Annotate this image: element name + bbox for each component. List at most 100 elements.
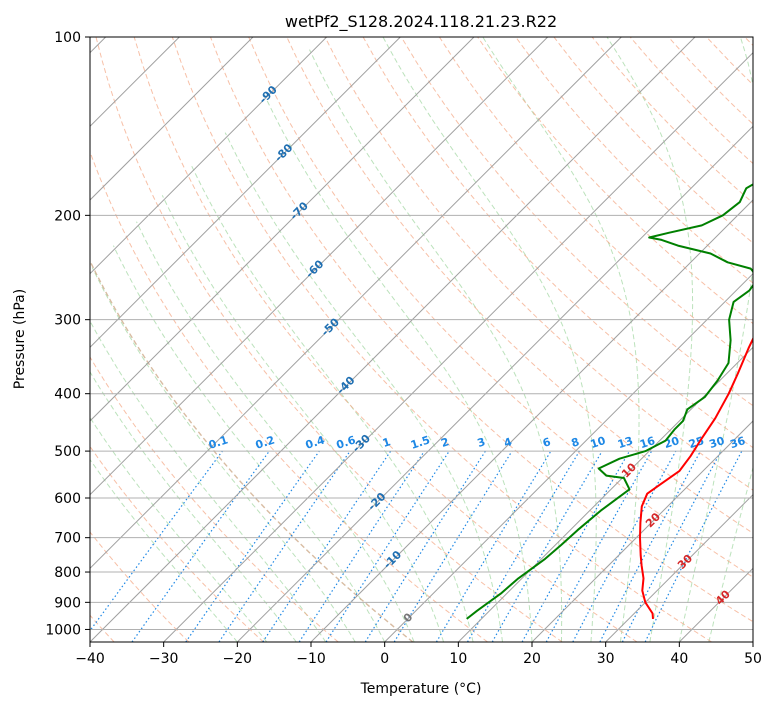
x-tick-label: 10 bbox=[449, 651, 467, 667]
y-tick-label: 600 bbox=[54, 491, 81, 507]
y-tick-label: 1000 bbox=[45, 622, 81, 638]
dry-adiabat bbox=[95, 37, 563, 642]
mixing-ratio-label: 0.6 bbox=[335, 433, 358, 451]
dry-adiabat bbox=[515, 37, 753, 284]
mixing-ratio-label: 0.2 bbox=[254, 433, 277, 451]
mixing-ratio-label: 3 bbox=[476, 435, 487, 450]
y-tick-label: 300 bbox=[54, 313, 81, 329]
isotherm bbox=[90, 37, 696, 642]
y-tick-label: 800 bbox=[54, 565, 81, 581]
dry-adiabat bbox=[438, 37, 753, 366]
dry-adiabat bbox=[133, 37, 638, 642]
mixing-ratio-label: 13 bbox=[616, 434, 635, 451]
mixing-ratio-line bbox=[185, 450, 320, 642]
x-tick-label: 40 bbox=[670, 651, 688, 667]
moist-adiabat bbox=[191, 165, 474, 642]
pressure-gridlines bbox=[90, 37, 753, 630]
isotherm bbox=[90, 37, 401, 349]
mixing-ratio-lines bbox=[90, 450, 743, 642]
mixing-ratio-line bbox=[572, 450, 677, 642]
x-tick-label: −40 bbox=[75, 651, 105, 667]
isotherm bbox=[310, 199, 753, 642]
sounding-series bbox=[466, 183, 753, 620]
isotherm bbox=[163, 51, 753, 642]
moist-adiabat bbox=[482, 37, 640, 642]
x-axis: −40 −30 −20 −10 0 10 20 30 40 50 bbox=[75, 642, 762, 667]
isotherm bbox=[90, 37, 254, 201]
x-tick-label: 50 bbox=[744, 651, 762, 667]
y-axis-title: Pressure (hPa) bbox=[12, 289, 28, 389]
x-tick-label: −30 bbox=[149, 651, 179, 667]
mixing-ratio-label: 1.5 bbox=[409, 433, 432, 451]
moist-adiabat bbox=[382, 37, 597, 642]
x-tick-label: 30 bbox=[597, 651, 615, 667]
chart-title: wetPf2_S128.2024.118.21.23.R22 bbox=[285, 12, 557, 32]
moist-adiabat bbox=[90, 320, 327, 642]
mixing-ratio-label: 6 bbox=[541, 435, 553, 450]
mixing-ratio-line bbox=[644, 450, 743, 642]
moist-adiabat bbox=[112, 245, 386, 642]
moist-adiabat bbox=[309, 49, 563, 642]
mixing-ratio-label: 36 bbox=[728, 434, 747, 451]
isotherm bbox=[531, 420, 753, 642]
temperature-line bbox=[639, 336, 753, 619]
dry-adiabat bbox=[90, 356, 339, 642]
moist-adiabat bbox=[263, 94, 533, 642]
moist-adiabat bbox=[90, 416, 268, 642]
mixing-ratio-line bbox=[545, 450, 653, 642]
dry-adiabat bbox=[400, 37, 753, 407]
mixing-ratio-line bbox=[393, 450, 513, 642]
isotherm bbox=[236, 125, 753, 642]
isotherms bbox=[90, 37, 753, 642]
plot-frame bbox=[89, 36, 754, 643]
y-tick-label: 900 bbox=[54, 595, 81, 611]
moist-adiabat bbox=[606, 37, 694, 642]
mixing-ratio-line bbox=[218, 450, 351, 642]
y-tick-label: 100 bbox=[54, 30, 81, 46]
isotherm bbox=[90, 37, 622, 570]
isotherm bbox=[90, 37, 475, 422]
x-tick-label: −20 bbox=[223, 651, 253, 667]
y-tick-label: 400 bbox=[54, 387, 81, 403]
y-tick-label: 200 bbox=[54, 208, 81, 224]
mixing-ratio-label: 30 bbox=[708, 434, 727, 451]
mixing-ratio-label: 0.4 bbox=[304, 433, 327, 451]
x-tick-label: −10 bbox=[296, 651, 326, 667]
isotherm bbox=[457, 346, 753, 642]
mixing-ratio-label: 1 bbox=[381, 435, 392, 450]
isotherm bbox=[90, 37, 549, 496]
mixing-ratio-line bbox=[131, 450, 270, 642]
moist-adiabats bbox=[90, 37, 753, 642]
dewpoint-line bbox=[466, 183, 753, 620]
moist-adiabat bbox=[90, 458, 238, 642]
isotherm bbox=[605, 493, 753, 642]
mixing-ratio-line bbox=[298, 450, 425, 642]
dry-adiabat bbox=[324, 37, 753, 491]
dry-adiabat bbox=[171, 37, 712, 642]
mixing-ratio-label: 10 bbox=[589, 434, 608, 451]
mixing-ratio-line bbox=[90, 450, 223, 632]
isotherm bbox=[90, 37, 328, 275]
dry-adiabat bbox=[90, 150, 488, 642]
mixing-ratio-label: 8 bbox=[570, 435, 581, 450]
y-tick-label: 700 bbox=[54, 531, 81, 547]
dry-adiabat bbox=[90, 531, 190, 642]
mixing-ratio-line bbox=[521, 450, 631, 642]
moist-adiabat bbox=[136, 221, 415, 642]
mixing-ratio-label: 0.1 bbox=[207, 433, 230, 451]
x-tick-label: 20 bbox=[523, 651, 541, 667]
dry-adiabat bbox=[248, 37, 753, 578]
mixing-ratio-label: 4 bbox=[502, 435, 514, 450]
y-tick-label: 500 bbox=[54, 444, 81, 460]
x-tick-label: 0 bbox=[380, 651, 389, 667]
mixing-ratio-line bbox=[325, 450, 450, 642]
dry-adiabat bbox=[210, 37, 753, 623]
dry-adiabat bbox=[90, 445, 264, 642]
x-axis-title: Temperature (°C) bbox=[360, 681, 482, 697]
moist-adiabat bbox=[161, 195, 445, 642]
mixing-ratio-line bbox=[262, 450, 392, 642]
moist-adiabat bbox=[708, 465, 753, 642]
